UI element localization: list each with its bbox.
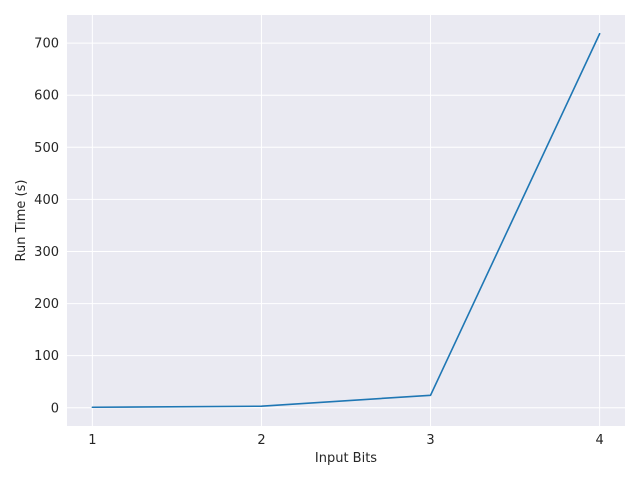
y-tick-label: 0 bbox=[51, 401, 59, 416]
grid bbox=[67, 15, 625, 426]
plot-area bbox=[67, 15, 625, 426]
y-tick-label: 500 bbox=[34, 141, 59, 156]
y-tick-label: 100 bbox=[34, 349, 59, 364]
x-tick-label: 2 bbox=[257, 433, 265, 448]
y-tick-label: 400 bbox=[34, 193, 59, 208]
x-tick-label: 1 bbox=[88, 433, 96, 448]
x-tick-label: 3 bbox=[426, 433, 434, 448]
series-group bbox=[91, 32, 601, 409]
series-line bbox=[91, 32, 601, 409]
y-axis-label: Run Time (s) bbox=[14, 180, 29, 262]
x-tick-label: 4 bbox=[595, 433, 603, 448]
tick-labels: 0 100 200 300 400 500 600 700 1 2 3 4 bbox=[34, 37, 604, 448]
y-tick-label: 300 bbox=[34, 245, 59, 260]
x-axis-label: Input Bits bbox=[315, 451, 377, 466]
y-tick-label: 700 bbox=[34, 37, 59, 52]
y-tick-label: 200 bbox=[34, 297, 59, 312]
y-tick-label: 600 bbox=[34, 89, 59, 104]
